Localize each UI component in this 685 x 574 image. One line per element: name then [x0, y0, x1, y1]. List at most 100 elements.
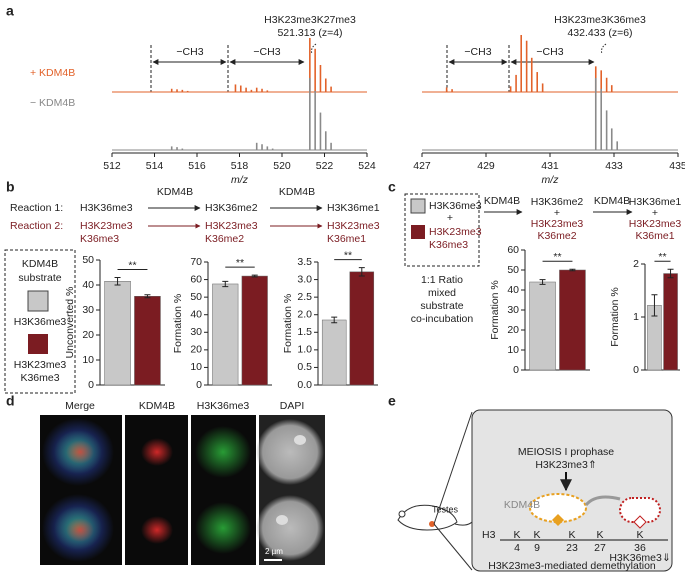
x-tick-label: 433: [605, 160, 623, 172]
error-bar: [144, 294, 151, 299]
error-bar: [667, 268, 674, 279]
y-tick-label: 40: [82, 279, 94, 291]
y-axis-label: Unconverted %: [64, 287, 76, 359]
stage: MEIOSIS I prophase: [518, 446, 614, 458]
bar: [663, 273, 678, 371]
legend-box: [4, 249, 76, 394]
y-tick-label: 50: [190, 291, 202, 303]
y-tick-label: 3.5: [297, 256, 312, 268]
error-bar: [651, 294, 658, 317]
y-axis-label: Formation %: [489, 280, 501, 340]
x-axis-label: m/z: [231, 174, 249, 186]
y-tick-label: 10: [507, 344, 519, 356]
y-tick-label: 10: [190, 361, 202, 373]
legend-swatch: [27, 290, 49, 312]
legend-caption: substrate: [420, 300, 463, 312]
error-bar: [222, 280, 229, 288]
position: 23: [566, 542, 578, 554]
annotation: −CH3: [176, 46, 203, 58]
significance: **: [553, 251, 561, 263]
bar: [559, 269, 586, 371]
histone: H3: [482, 529, 496, 541]
residue: K: [513, 529, 520, 541]
y-tick-label: 40: [190, 308, 202, 320]
x-tick-label: 429: [477, 160, 495, 172]
x-tick-label: 516: [188, 160, 206, 172]
x-tick-label: 431: [541, 160, 559, 172]
reaction-label: Reaction 1:: [10, 202, 63, 214]
x-tick-label: 435: [669, 160, 685, 172]
error-bar: [331, 316, 338, 324]
y-tick-label: 2: [633, 258, 639, 270]
peak-label: H3K23me3K36me3: [554, 14, 646, 26]
enzyme: KDM4B: [504, 499, 540, 511]
legend-box: [404, 193, 480, 267]
legend-item: H3K36me3: [429, 200, 482, 212]
species: K36me2: [537, 230, 576, 242]
panel-label: e: [388, 393, 396, 409]
species: H3K23me3: [205, 220, 258, 232]
bar: [349, 271, 375, 386]
series-label: − KDM4B: [30, 97, 75, 109]
y-tick-label: 30: [82, 304, 94, 316]
species: H3K36me1: [327, 202, 380, 214]
residue: K: [568, 529, 575, 541]
x-tick-label: 524: [358, 160, 376, 172]
species: K36me2: [205, 233, 244, 245]
y-tick-label: 0.0: [297, 379, 312, 391]
y-axis-label: Formation %: [172, 294, 184, 354]
legend-item: H3K36me3: [14, 316, 67, 328]
annotation-lines: [150, 43, 607, 92]
peak-label: H3K23me3K27me3: [264, 14, 356, 26]
y-tick-label: 20: [507, 324, 519, 336]
x-tick-label: 512: [103, 160, 121, 172]
bar: [321, 319, 347, 386]
residue: K: [636, 529, 643, 541]
y-tick-label: 60: [507, 244, 519, 256]
error-bar: [569, 268, 576, 272]
residue: K: [596, 529, 603, 541]
position: 4: [514, 542, 520, 554]
species: K36me3: [80, 233, 119, 245]
legend-title: substrate: [18, 272, 61, 284]
species: +: [652, 207, 658, 219]
y-tick-label: 40: [507, 284, 519, 296]
x-tick-label: 514: [146, 160, 164, 172]
annotation: −CH3: [253, 46, 280, 58]
legend-title: KDM4B: [22, 258, 58, 270]
panel-label: b: [6, 179, 15, 195]
y-tick-label: 1.5: [297, 326, 312, 338]
residue: K: [533, 529, 540, 541]
y-tick-label: 0.5: [297, 361, 312, 373]
x-tick-label: 522: [316, 160, 334, 172]
y-tick-label: 60: [190, 273, 202, 285]
species: H3K23me3: [327, 220, 380, 232]
species: H3K23me3: [629, 218, 682, 230]
species: H3K36me3: [80, 202, 133, 214]
position: 36: [634, 542, 646, 554]
callout: [433, 409, 673, 572]
significance: **: [128, 259, 136, 271]
species: +: [554, 207, 560, 219]
significance: **: [658, 251, 666, 263]
x-tick-label: 427: [413, 160, 431, 172]
reaction-label: Reaction 2:: [10, 220, 63, 232]
legend-plus: +: [447, 212, 453, 224]
y-tick-label: 2.5: [297, 291, 312, 303]
y-tick-label: 30: [190, 326, 202, 338]
legend-caption: 1:1 Ratio: [421, 274, 463, 286]
y-axis-label: Formation %: [282, 294, 294, 354]
enzyme: KDM4B: [279, 186, 315, 198]
scale-bar-label: 2 µm: [265, 547, 283, 556]
bar: [212, 283, 239, 386]
legend-item: K36me3: [429, 239, 468, 251]
annotation: −CH3: [536, 46, 563, 58]
y-tick-label: 50: [507, 264, 519, 276]
y-tick-label: 2.0: [297, 308, 312, 320]
error-bar: [358, 267, 365, 277]
y-tick-label: 1.0: [297, 344, 312, 356]
legend-caption: mixed: [428, 287, 456, 299]
significance: **: [236, 257, 244, 269]
caption: H3K23me3-mediated demethylation: [488, 560, 656, 572]
